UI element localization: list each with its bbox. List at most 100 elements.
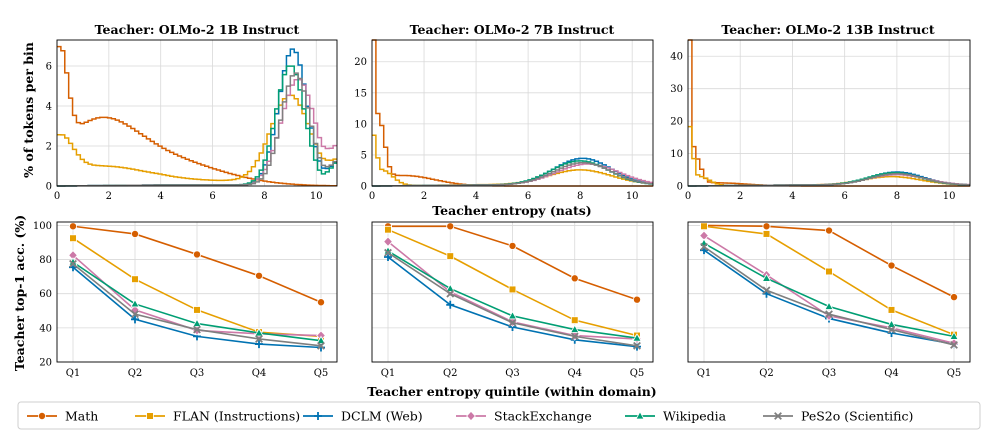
data-point [762, 230, 771, 238]
histogram-panel-7b: 0 2 4 6 8 10 0 5 10 15 20 [354, 39, 654, 202]
y-tick-label: 30 [670, 84, 683, 95]
data-point [825, 226, 834, 235]
axes-frame [687, 39, 971, 187]
x-tick-label: 10 [626, 191, 639, 202]
data-point [255, 335, 263, 343]
x-tick-label: Q5 [630, 368, 645, 379]
x-tick-label: 8 [894, 191, 900, 202]
data-point [192, 250, 201, 259]
x-tick-label: Q5 [947, 368, 962, 379]
y-tick-label: 20 [39, 358, 52, 369]
y-tick-label: 20 [670, 117, 683, 128]
y-tick-label: 10 [670, 149, 683, 160]
data-point [130, 298, 140, 308]
hist-series-flan-instructions [57, 94, 337, 182]
data-point [700, 222, 708, 231]
legend-marker [774, 412, 782, 420]
legend-marker [146, 412, 154, 420]
hist-series-stackexchange [57, 78, 337, 187]
legend-item-stackexchange: StackExchange [456, 409, 592, 424]
x-tick-label: Q3 [190, 368, 205, 379]
y-tick-label: 15 [354, 88, 367, 99]
hist-series-math [688, 39, 970, 187]
data-point [130, 229, 139, 238]
data-point [192, 318, 202, 327]
data-point [316, 335, 326, 345]
legend-item-pes2o-scientific: PeS2o (Scientific) [763, 409, 913, 424]
legend-label: DCLM (Web) [341, 409, 423, 424]
data-point [254, 327, 264, 337]
legend-item-math: Math [27, 409, 98, 424]
x-tick-label: Q2 [759, 368, 774, 379]
x-tick-label: 0 [54, 191, 60, 202]
data-point [825, 267, 833, 276]
data-point [317, 341, 325, 350]
data-point [633, 295, 642, 304]
data-point [761, 273, 772, 282]
y-tick-label: 0 [677, 182, 683, 193]
quintile-panel-13b: Q1 Q2 Q3 Q4 Q5 [687, 221, 971, 379]
y-tick-label: 2 [46, 142, 52, 153]
series-pes2o-scientific [384, 248, 641, 350]
panel-title-7b: Teacher: OLMo-2 7B Instruct [410, 22, 615, 37]
data-point [131, 315, 139, 324]
data-point [949, 331, 959, 340]
data-point [316, 298, 325, 307]
y-tick-label: 20 [354, 57, 367, 68]
quintile-panel-7b: Q1 Q2 Q3 Q4 Q5 [371, 221, 654, 379]
x-tick-label: 2 [737, 191, 743, 202]
legend-label: Wikipedia [663, 409, 727, 424]
data-point [131, 275, 139, 283]
data-point [446, 222, 455, 231]
x-tick-label: Q4 [567, 368, 582, 379]
series-wikipedia [699, 238, 959, 340]
data-point [69, 222, 78, 231]
data-point [384, 248, 392, 257]
data-point [887, 325, 896, 334]
x-tick-label: 6 [525, 191, 531, 202]
axes-frame [56, 39, 338, 187]
data-point [254, 271, 263, 280]
hist-series-wikipedia [372, 160, 653, 187]
data-point [886, 319, 897, 328]
legend-marker [635, 410, 645, 420]
data-point [699, 238, 709, 247]
data-point [445, 283, 455, 292]
x-tick-label: 6 [841, 191, 847, 202]
legend: Math FLAN (Instructions) DCLM (Web) StackEx… [17, 401, 981, 430]
series-math [69, 222, 325, 307]
x-tick-label: 2 [106, 191, 112, 202]
y-tick-label: 100 [33, 221, 52, 232]
data-point [446, 300, 455, 309]
x-tick-label: Q4 [884, 368, 899, 379]
legend-item-wikipedia: Wikipedia [625, 409, 727, 424]
x-tick-label: 6 [209, 191, 215, 202]
panel-title-1b: Teacher: OLMo-2 1B Instruct [95, 22, 300, 37]
data-point [508, 241, 517, 250]
legend-item-flan-instructions: FLAN (Instructions) [135, 409, 300, 424]
data-point [700, 242, 708, 251]
data-point [570, 316, 579, 324]
top-x-axis-label: Teacher entropy (nats) [432, 203, 591, 218]
x-tick-label: 8 [261, 191, 267, 202]
legend-label: Math [65, 409, 98, 424]
data-point [255, 340, 263, 349]
x-tick-label: Q1 [381, 368, 396, 379]
data-point [384, 225, 392, 234]
data-point [570, 324, 580, 333]
data-point [69, 259, 77, 268]
data-point [824, 301, 834, 310]
x-tick-label: Q2 [128, 368, 143, 379]
legend-marker [466, 410, 476, 422]
data-point [193, 306, 201, 314]
legend-marker [38, 411, 47, 420]
legend-item-dclm-web: DCLM (Web) [303, 409, 423, 424]
data-point [570, 332, 579, 341]
hist-series-pes2o-scientific [57, 72, 337, 187]
axes-frame [371, 39, 654, 187]
y-tick-label: 10 [354, 119, 367, 130]
data-point [507, 310, 518, 320]
y-tick-label: 4 [46, 102, 52, 113]
data-point [825, 310, 833, 319]
